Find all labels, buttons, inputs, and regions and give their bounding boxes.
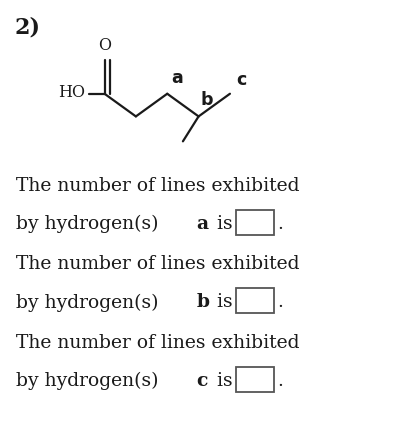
Text: The number of lines exhibited: The number of lines exhibited <box>16 255 299 273</box>
Text: The number of lines exhibited: The number of lines exhibited <box>16 334 299 351</box>
Text: .: . <box>276 372 282 390</box>
Text: b: b <box>200 91 213 109</box>
Text: a: a <box>196 215 208 233</box>
Text: 2): 2) <box>14 17 40 38</box>
Bar <box>235 367 273 392</box>
Text: by hydrogen(s): by hydrogen(s) <box>16 293 164 312</box>
Text: a: a <box>171 69 182 87</box>
Text: The number of lines exhibited: The number of lines exhibited <box>16 177 299 194</box>
Text: is: is <box>210 372 232 390</box>
Text: .: . <box>276 293 282 311</box>
Text: O: O <box>98 37 111 54</box>
Text: c: c <box>196 372 207 390</box>
Text: is: is <box>210 215 232 233</box>
Text: by hydrogen(s): by hydrogen(s) <box>16 215 164 233</box>
Text: is: is <box>210 293 232 311</box>
Text: by hydrogen(s): by hydrogen(s) <box>16 372 164 390</box>
Bar <box>235 288 273 313</box>
Text: c: c <box>235 72 245 89</box>
Bar <box>235 210 273 235</box>
Text: .: . <box>276 215 282 233</box>
Text: b: b <box>196 293 209 311</box>
Text: HO: HO <box>58 84 85 101</box>
